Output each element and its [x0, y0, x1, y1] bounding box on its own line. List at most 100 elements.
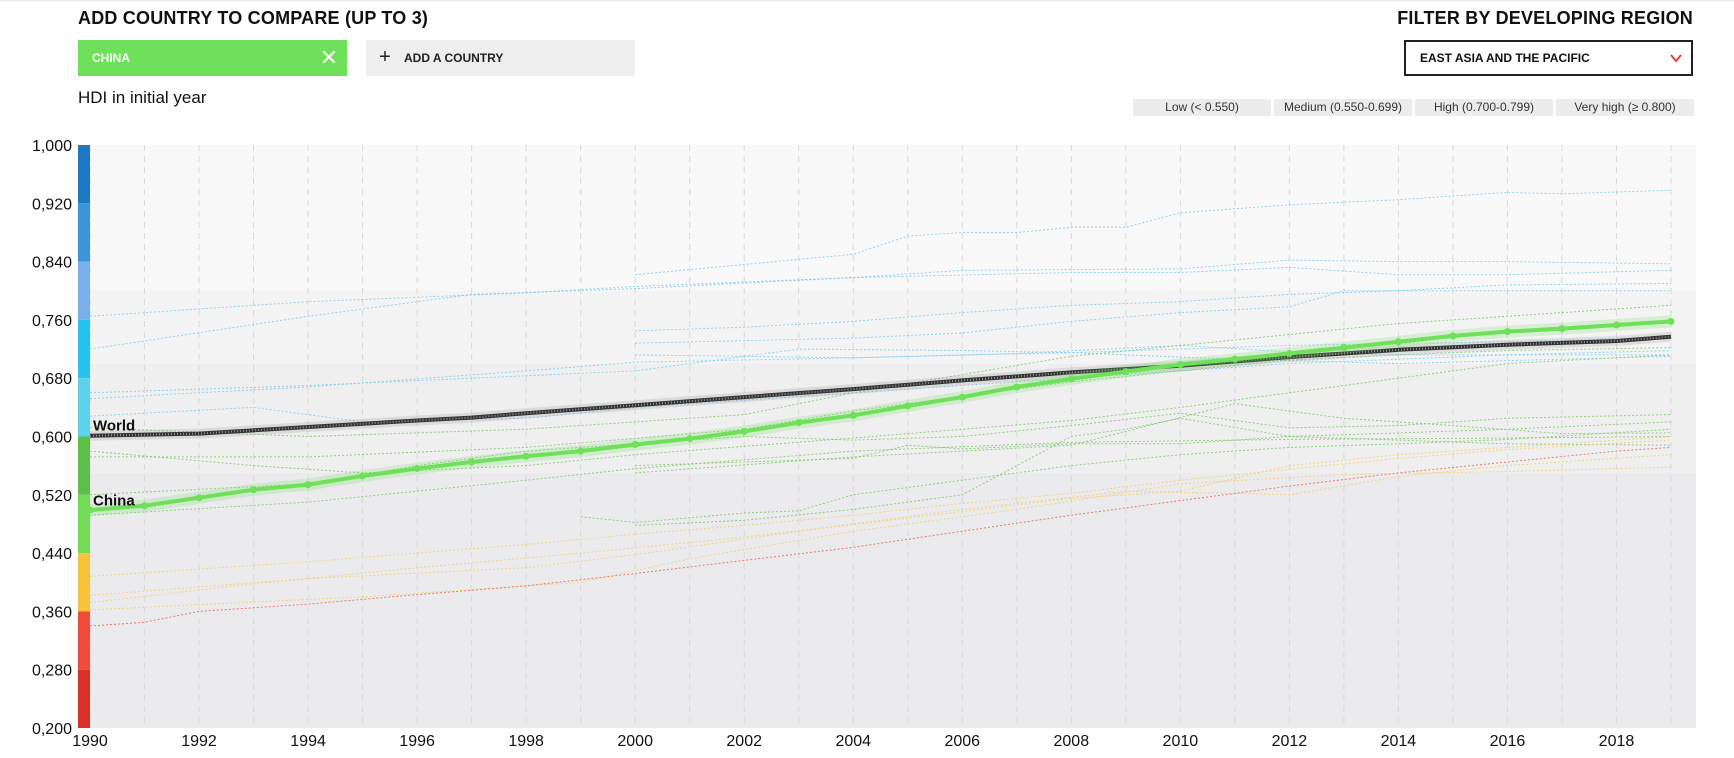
y-tick-label: 0,680 [32, 371, 72, 388]
hdi-initial-year-label: HDI in initial year [78, 88, 207, 107]
china-point[interactable] [740, 427, 748, 435]
china-point[interactable] [1176, 360, 1184, 368]
background-series-line [635, 189, 1672, 276]
china-point[interactable] [1449, 332, 1457, 340]
china-point[interactable] [849, 411, 857, 419]
add-country-label: ADD A COUNTRY [404, 51, 504, 65]
background-series-line [89, 454, 1672, 596]
background-series-line [635, 421, 1672, 467]
color-scale-segment [78, 319, 90, 379]
selected-country-chip: CHINA ✕ [78, 40, 347, 76]
china-point[interactable] [631, 441, 639, 449]
china-line [89, 319, 1672, 513]
background-series-line [635, 403, 1672, 474]
hdi-band-high [90, 290, 1696, 364]
china-point[interactable] [195, 494, 203, 502]
chevron-down-icon [1670, 54, 1682, 63]
china-point[interactable] [686, 435, 694, 443]
legend-very-high: Very high (≥ 0.800) [1556, 99, 1694, 116]
china-point[interactable] [795, 419, 803, 427]
china-point[interactable] [250, 486, 258, 494]
x-tick-label: 2014 [1381, 733, 1417, 750]
legend-high: High (0.700-0.799) [1415, 99, 1553, 116]
color-scale-segment [78, 436, 90, 495]
legend-low: Low (< 0.550) [1133, 99, 1271, 116]
y-tick-label: 0,280 [32, 663, 72, 680]
y-tick-label: 0,600 [32, 430, 72, 447]
background-series-line [89, 336, 1672, 400]
color-scale-segment [78, 203, 90, 262]
color-scale-segment [78, 261, 90, 320]
background-series-line [89, 348, 1672, 394]
china-point[interactable] [522, 452, 530, 460]
region-select-value: EAST ASIA AND THE PACIFIC [1420, 51, 1590, 65]
x-tick-label: 2006 [944, 733, 980, 750]
world-annotation: World [93, 418, 135, 435]
x-tick-label: 2010 [1163, 733, 1199, 750]
x-tick-label: 2012 [1272, 733, 1308, 750]
china-point[interactable] [413, 465, 421, 473]
background-series-line [89, 412, 1672, 496]
x-tick-label: 2008 [1054, 733, 1090, 750]
y-tick-label: 1,000 [32, 138, 72, 155]
x-tick-label: 2000 [617, 733, 653, 750]
x-tick-label: 2002 [726, 733, 762, 750]
background-series-line [89, 354, 1672, 474]
x-tick-label: 2004 [835, 733, 871, 750]
x-tick-label: 1994 [290, 733, 326, 750]
background-series-line [89, 266, 1672, 350]
china-point[interactable] [1612, 321, 1620, 329]
background-series-line [89, 350, 1672, 423]
china-point[interactable] [1285, 349, 1293, 357]
china-point[interactable] [1067, 375, 1075, 383]
x-tick-label: 2016 [1490, 733, 1526, 750]
china-point[interactable] [1231, 355, 1239, 363]
china-point[interactable] [1667, 317, 1675, 325]
china-point[interactable] [1503, 328, 1511, 336]
region-select[interactable]: EAST ASIA AND THE PACIFIC [1404, 40, 1693, 76]
add-country-button[interactable]: + ADD A COUNTRY [366, 40, 635, 76]
hdi-band-very-high [90, 145, 1696, 291]
x-tick-label: 1990 [72, 733, 108, 750]
hdi-band-medium [90, 363, 1696, 473]
y-tick-label: 0,520 [32, 488, 72, 505]
color-scale-segment [78, 494, 90, 554]
china-point[interactable] [304, 481, 312, 489]
china-point[interactable] [359, 472, 367, 480]
background-series-line [89, 259, 1672, 317]
close-icon[interactable]: ✕ [319, 45, 339, 70]
y-tick-label: 0,920 [32, 196, 72, 213]
y-tick-label: 0,360 [32, 604, 72, 621]
china-point[interactable] [1122, 368, 1130, 376]
background-series-line [635, 290, 1671, 344]
selected-country-label: CHINA [92, 51, 130, 65]
china-point[interactable] [1340, 344, 1348, 352]
color-scale-segment [78, 378, 90, 437]
china-point[interactable] [468, 458, 476, 466]
background-series-line [580, 428, 1672, 524]
x-tick-label: 2018 [1599, 733, 1635, 750]
china-point[interactable] [577, 447, 585, 455]
china-point[interactable] [1558, 325, 1566, 333]
background-series-line [90, 347, 1672, 458]
y-tick-label: 0,840 [32, 255, 72, 272]
china-point[interactable] [1013, 383, 1021, 391]
x-tick-label: 1992 [181, 733, 217, 750]
china-point[interactable] [904, 402, 912, 410]
top-divider [0, 0, 1734, 2]
hdi-band-low [90, 472, 1696, 728]
y-tick-label: 0,200 [32, 721, 72, 738]
china-point[interactable] [1394, 338, 1402, 346]
china-point[interactable] [141, 502, 149, 510]
color-scale-segment [78, 553, 90, 612]
world-line-pattern [89, 335, 1672, 437]
x-tick-label: 1996 [399, 733, 435, 750]
china-point[interactable] [958, 393, 966, 401]
background-series-line [89, 466, 1672, 611]
y-tick-label: 0,440 [32, 546, 72, 563]
background-series-line [89, 439, 1672, 577]
color-scale-segment [78, 145, 90, 204]
color-scale-segment [78, 611, 90, 670]
china-point[interactable] [86, 506, 94, 514]
